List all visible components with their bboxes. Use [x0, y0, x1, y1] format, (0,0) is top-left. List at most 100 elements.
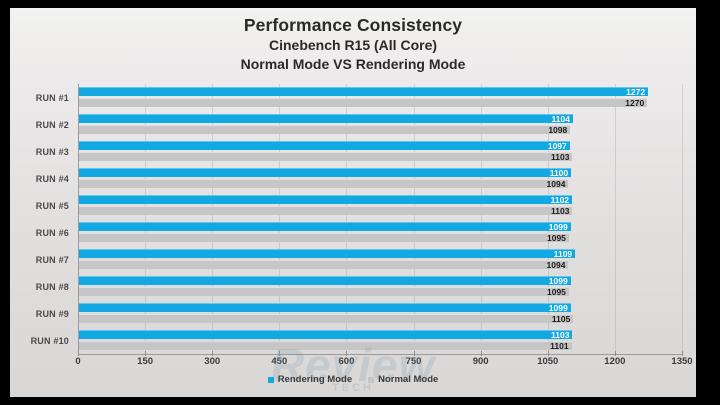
bar-value-label: 1099: [548, 221, 568, 232]
tick-mark-450: [279, 351, 281, 356]
table-row: RUN #1 1272 1270: [36, 84, 682, 111]
y-axis-label: RUN #2: [35, 119, 69, 130]
chart-subtitle-2: Normal Mode VS Rendering Mode: [240, 55, 466, 72]
bar-value-label: 1104: [551, 113, 570, 124]
bar-rendering-mode: 1104: [79, 113, 573, 124]
bar-normal-mode: 1094: [79, 259, 569, 270]
tick-mark-750: [413, 351, 415, 356]
table-row: RUN #2 1104 1098: [36, 111, 682, 138]
tick-mark-1050: [547, 351, 549, 356]
table-row: RUN #6 1099 1095: [36, 219, 682, 246]
y-axis-label: RUN #6: [35, 227, 69, 238]
tick-mark-300: [212, 351, 214, 356]
tick-mark-150: [145, 351, 147, 356]
bar-normal-mode: 1098: [79, 124, 571, 135]
y-axis-label: RUN #9: [35, 308, 69, 319]
bar-value-label: 1103: [551, 205, 570, 216]
chart-subtitle: Cinebench R15 (All Core): [268, 37, 438, 54]
bar-rendering-mode: 1099: [79, 275, 571, 286]
bar-normal-mode: 1105: [79, 313, 574, 324]
gridline-450: [279, 84, 281, 354]
bar-normal-mode: 1101: [79, 340, 572, 351]
chart-title: Performance Consistency: [243, 15, 463, 35]
y-axis-label: RUN #10: [30, 335, 69, 346]
bar-value-label: 1098: [548, 124, 568, 135]
bar-value-label: 1102: [550, 194, 570, 205]
x-axis-tick-label: 750: [405, 356, 422, 367]
bar-normal-mode: 1095: [79, 286, 569, 297]
gridline-900: [480, 84, 482, 354]
bar-rows: RUN #1 1272 1270 RUN #2 1104 1098 RUN #3 1097 11…: [31, 84, 682, 354]
x-axis-tick-label: 1050: [537, 356, 559, 367]
legend-item-rendering-mode[interactable]: Rendering Mode: [267, 374, 353, 385]
tick-mark-600: [346, 351, 348, 356]
bar-value-label: 1094: [546, 259, 566, 270]
bar-value-label: 1103: [551, 151, 570, 162]
bar-rendering-mode: 1272: [79, 86, 649, 97]
bar-value-label: 1101: [550, 340, 569, 351]
table-row: RUN #5 1102 1103: [36, 192, 682, 219]
bar-rendering-mode: 1099: [79, 221, 571, 232]
bar-rendering-mode: 1099: [79, 302, 571, 313]
bar-value-label: 1100: [549, 167, 569, 178]
gridline-750: [413, 84, 415, 354]
x-axis-tick-label: 450: [271, 356, 288, 367]
tick-mark-900: [480, 351, 482, 356]
gridline-600: [346, 84, 348, 354]
chart-legend: Rendering Mode Normal Mode: [10, 374, 696, 385]
legend-item-normal-mode[interactable]: Normal Mode: [368, 374, 438, 385]
legend-swatch-icon: [368, 376, 375, 383]
x-axis-tick-label: 600: [338, 356, 355, 367]
x-axis-tick-label: 900: [472, 356, 489, 367]
gridline-1050: [547, 84, 549, 354]
bar-value-label: 1095: [546, 286, 566, 297]
plot-area: RUN #1 1272 1270 RUN #2 1104 1098 RUN #3 1097 11…: [31, 84, 683, 354]
tick-mark-0: [78, 351, 79, 356]
bar-value-label: 1105: [551, 313, 571, 324]
y-axis-label: RUN #5: [35, 200, 69, 211]
y-axis-label: RUN #7: [35, 254, 69, 265]
y-axis-label: RUN #4: [35, 173, 69, 184]
bar-value-label: 1270: [625, 97, 645, 108]
table-row: RUN #7 1109 1094: [36, 246, 682, 273]
x-axis-tick-label: 1200: [604, 356, 626, 367]
gridline-1200: [614, 84, 616, 354]
bar-rendering-mode: 1109: [79, 248, 576, 259]
bar-value-label: 1099: [548, 275, 568, 286]
legend-label: Normal Mode: [378, 374, 439, 385]
bar-rendering-mode: 1100: [79, 167, 572, 178]
table-row: RUN #10 1103 1101: [31, 327, 682, 354]
x-axis-tick-label: 300: [204, 356, 221, 367]
gridline-150: [145, 84, 147, 354]
bar-value-label: 1097: [547, 140, 567, 151]
chart-slide: Performance Consistency Cinebench R15 (A…: [10, 8, 696, 397]
legend-swatch-icon: [267, 376, 274, 383]
gridline-300: [212, 84, 214, 354]
table-row: RUN #4 1100 1094: [36, 165, 682, 192]
bar-normal-mode: 1094: [79, 178, 569, 189]
table-row: RUN #9 1099 1105: [36, 300, 682, 327]
gridlines: [78, 84, 683, 354]
bar-value-label: 1099: [548, 302, 568, 313]
bar-value-label: 1109: [553, 248, 573, 259]
bar-value-label: 1094: [546, 178, 566, 189]
tick-mark-1200: [614, 351, 616, 356]
bar-value-label: 1272: [626, 86, 646, 97]
x-axis-tick-label: 0: [75, 356, 81, 367]
bar-rendering-mode: 1103: [79, 329, 573, 340]
table-row: RUN #8 1099 1095: [36, 273, 682, 300]
x-axis-tick-label: 150: [137, 356, 154, 367]
bar-value-label: 1103: [551, 329, 570, 340]
gridline-1350: [682, 84, 683, 354]
bar-normal-mode: 1270: [79, 97, 648, 108]
x-axis-tick-label: 1350: [671, 356, 693, 367]
bar-rendering-mode: 1097: [79, 140, 570, 151]
table-row: RUN #3 1097 1103: [36, 138, 682, 165]
y-axis-label: RUN #8: [35, 281, 69, 292]
chart-title-block: Performance Consistency Cinebench R15 (A…: [10, 14, 696, 73]
bar-normal-mode: 1103: [79, 205, 573, 216]
bar-rendering-mode: 1102: [79, 194, 573, 205]
bar-normal-mode: 1095: [79, 233, 569, 243]
legend-label: Rendering Mode: [277, 374, 353, 385]
y-axis-label: RUN #3: [35, 146, 69, 157]
